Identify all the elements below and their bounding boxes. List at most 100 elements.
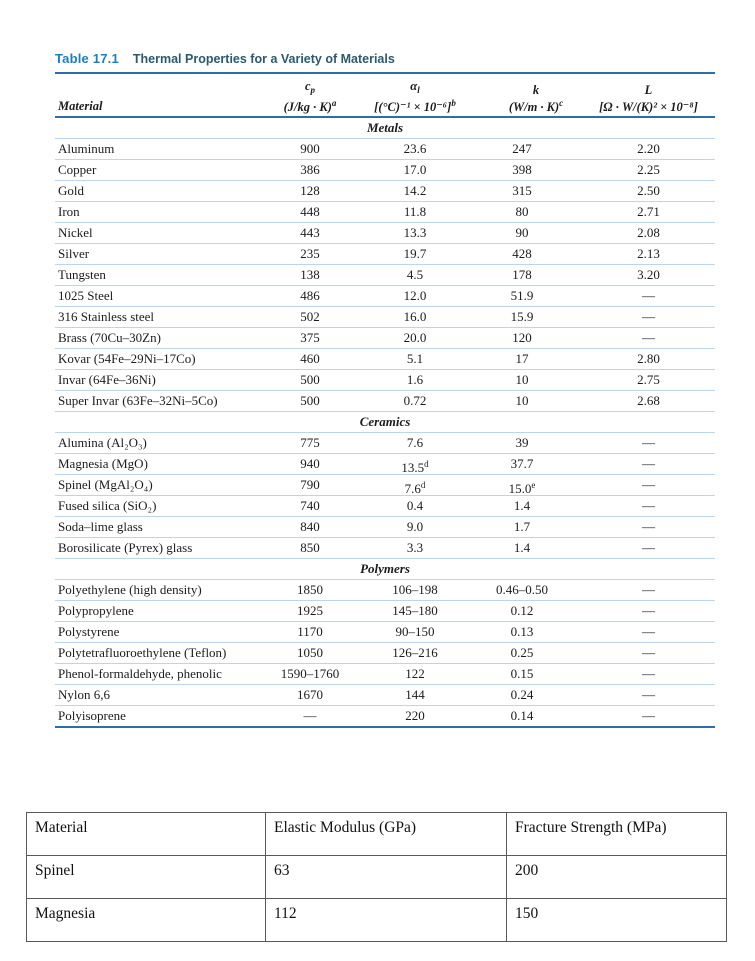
value-cell: 0.72 [403, 393, 427, 408]
value-cell: 428 [512, 246, 532, 261]
table-row: Polytetrafluoroethylene (Teflon) 1050 126–… [55, 643, 715, 664]
table-row: Super Invar (63Fe–32Ni–5Co) 500 0.72 10 2.68 [55, 391, 715, 412]
material-cell: Super Invar (63Fe–32Ni–5Co) [58, 393, 218, 408]
value-cell: 1050 [297, 645, 323, 660]
table-row: Magnesia 112 150 [26, 898, 727, 942]
value-cell: 144 [405, 687, 425, 702]
value-cell: 220 [405, 708, 425, 723]
table-row: Iron 448 11.8 80 2.71 [55, 202, 715, 223]
value-cell: 1170 [297, 624, 323, 639]
table-title: Thermal Properties for a Variety of Mate… [132, 52, 395, 66]
materials-properties-table: Material Elastic Modulus (GPa) Fracture … [26, 812, 727, 942]
top-rule [55, 72, 715, 74]
table-number: Table 17.1 [55, 51, 119, 66]
material-cell: Borosilicate (Pyrex) glass [58, 540, 193, 555]
material-cell: Invar (64Fe–36Ni) [58, 372, 156, 387]
value-cell: 90–150 [395, 624, 435, 639]
value-cell: 0.15 [510, 666, 534, 681]
value-cell: 106–198 [392, 582, 438, 597]
material-cell: Phenol-formaldehyde, phenolic [58, 666, 222, 681]
column-header-L: L [Ω · W/(K)² × 10⁻⁸] [599, 83, 698, 114]
value-cell: 1.4 [513, 498, 531, 513]
value-cell: 1670 [297, 687, 323, 702]
material-cell: Magnesia (MgO) [58, 456, 148, 471]
material-cell: 1025 Steel [58, 288, 114, 303]
value-cell: — [303, 708, 317, 723]
column-header-k: k (W/m · K)c [508, 83, 564, 114]
column-header-row: Material cp (J/kg · K)a αl [(°C)⁻¹ × 10⁻… [55, 74, 715, 116]
table-row: Borosilicate (Pyrex) glass 850 3.3 1.4 — [55, 538, 715, 559]
value-cell: 398 [512, 162, 532, 177]
table-row: Brass (70Cu–30Zn) 375 20.0 120 — [55, 328, 715, 349]
material-cell: Alumina (Al₂O₃) [58, 435, 147, 450]
value-cell: 10 [515, 393, 529, 408]
value-cell: 16.0 [403, 309, 427, 324]
value-cell: — [642, 519, 655, 534]
table-row: Alumina (Al₂O₃) 775 7.6 39 — [55, 433, 715, 454]
value-cell: 775 [300, 435, 320, 450]
value-cell: 128 [300, 183, 320, 198]
value-cell: 2.08 [637, 225, 660, 240]
value-cell: 900 [300, 141, 320, 156]
value-cell: — [642, 582, 655, 597]
value-cell: — [642, 645, 655, 660]
table-row: Spinel (MgAl₂O₄) 790 7.6d 15.0e — [55, 475, 715, 496]
material-cell: Aluminum [58, 141, 115, 156]
value-cell: 1.4 [513, 540, 531, 555]
material-cell: 316 Stainless steel [58, 309, 155, 324]
value-cell: 2.20 [637, 141, 660, 156]
value-cell: 9.0 [406, 519, 424, 534]
value-cell: 0.24 [510, 687, 534, 702]
section-heading: Metals [55, 118, 715, 139]
table-row: Kovar (54Fe–29Ni–17Co) 460 5.1 17 2.80 [55, 349, 715, 370]
value-cell: 17.0 [403, 162, 427, 177]
table-row: Spinel 63 200 [26, 855, 727, 899]
value-cell: 39 [515, 435, 529, 450]
value-cell: — [642, 498, 655, 513]
value-cell: 145–180 [392, 603, 438, 618]
value-cell: 23.6 [403, 141, 427, 156]
table-row: Gold 128 14.2 315 2.50 [55, 181, 715, 202]
table-row: Silver 235 19.7 428 2.13 [55, 244, 715, 265]
value-cell: 126–216 [392, 645, 438, 660]
value-cell: 443 [300, 225, 320, 240]
table-row: Polystyrene 1170 90–150 0.13 — [55, 622, 715, 643]
table-row: Aluminum 900 23.6 247 2.20 [55, 139, 715, 160]
table-row: Polyisoprene — 220 0.14 — [55, 706, 715, 726]
value-cell: 51.9 [510, 288, 534, 303]
material-cell: Nylon 6,6 [58, 687, 110, 702]
section-heading: Ceramics [55, 412, 715, 433]
value-cell: 502 [300, 309, 320, 324]
value-cell: 247 [512, 141, 532, 156]
material-cell: Spinel (MgAl₂O₄) [58, 477, 153, 492]
value-cell: 2.13 [637, 246, 660, 261]
table-row: Invar (64Fe–36Ni) 500 1.6 10 2.75 [55, 370, 715, 391]
value-cell: 0.13 [510, 624, 534, 639]
modulus-cell: 63 [265, 855, 507, 899]
value-cell: 940 [300, 456, 320, 471]
value-cell: 90 [515, 225, 529, 240]
value-cell: 460 [300, 351, 320, 366]
value-cell: 0.25 [510, 645, 534, 660]
table-row: Fused silica (SiO₂) 740 0.4 1.4 — [55, 496, 715, 517]
value-cell: — [642, 309, 655, 324]
column-header-alpha: αl [(°C)⁻¹ × 10⁻⁶]b [374, 79, 456, 114]
thermal-properties-table: Table 17.1 Thermal Properties for a Varie… [55, 50, 715, 728]
value-cell: 0.12 [510, 603, 534, 618]
material-cell: Spinel [26, 855, 266, 899]
value-cell: 448 [300, 204, 320, 219]
value-cell: 1.6 [406, 372, 424, 387]
table-row: Magnesia (MgO) 940 13.5d 37.7 — [55, 454, 715, 475]
value-cell: — [642, 540, 655, 555]
material-cell: Polyisoprene [58, 708, 126, 723]
material-cell: Polytetrafluoroethylene (Teflon) [58, 645, 227, 660]
strength-cell: 200 [506, 855, 727, 899]
value-cell: 3.3 [406, 540, 424, 555]
material-cell: Tungsten [58, 267, 106, 282]
header-fracture-strength: Fracture Strength (MPa) [506, 812, 727, 856]
value-cell: — [642, 708, 655, 723]
table-row: Nylon 6,6 1670 144 0.24 — [55, 685, 715, 706]
value-cell: 17 [515, 351, 529, 366]
table-row: 1025 Steel 486 12.0 51.9 — [55, 286, 715, 307]
value-cell: 7.6 [406, 435, 424, 450]
